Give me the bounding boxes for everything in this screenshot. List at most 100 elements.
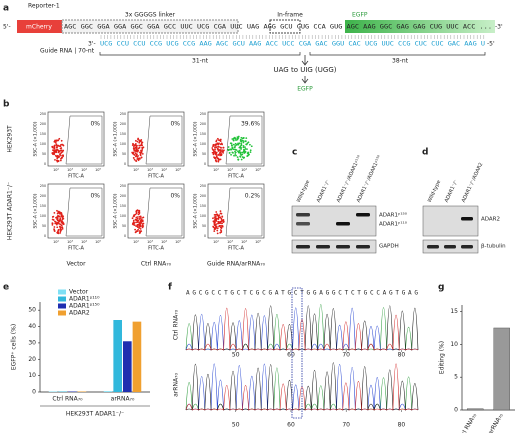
event-dot bbox=[238, 146, 241, 149]
y-tick-label: 40 bbox=[28, 323, 36, 330]
event-dot bbox=[56, 139, 58, 142]
event-dot bbox=[60, 154, 62, 157]
event-dot bbox=[142, 222, 145, 225]
event-dot bbox=[242, 140, 245, 142]
band-label: GAPDH bbox=[379, 244, 399, 250]
event-dot bbox=[241, 153, 244, 156]
event-dot bbox=[211, 147, 214, 149]
event-dot bbox=[57, 149, 59, 152]
event-dot bbox=[135, 149, 138, 152]
event-dot bbox=[135, 212, 138, 215]
event-dot bbox=[138, 230, 141, 232]
event-dot bbox=[230, 153, 232, 156]
band bbox=[356, 245, 370, 249]
event-dot bbox=[137, 147, 140, 150]
event-dot bbox=[56, 226, 59, 229]
base-pairs bbox=[100, 35, 484, 39]
event-dot bbox=[229, 148, 232, 151]
event-dot bbox=[53, 151, 56, 154]
strand-end: -3' bbox=[495, 24, 503, 31]
x-tick-label: 10⁴ bbox=[81, 168, 87, 172]
event-dot bbox=[134, 213, 137, 216]
y-axis-label: SSC-A (×1,000) bbox=[33, 193, 39, 228]
event-dot bbox=[53, 229, 56, 232]
panel-label: g bbox=[438, 283, 444, 293]
y-tick-label: 50 bbox=[42, 224, 46, 228]
event-dot bbox=[137, 149, 140, 152]
y-tick-label: 200 bbox=[200, 194, 206, 198]
event-dot bbox=[61, 156, 64, 159]
y-tick-label: 50 bbox=[122, 224, 126, 228]
strand-end: 5'- bbox=[3, 24, 11, 31]
event-dot bbox=[218, 222, 221, 225]
x-tick-label: 10⁵ bbox=[255, 240, 261, 244]
event-dot bbox=[51, 145, 54, 148]
x-tick-label: 10³ bbox=[227, 240, 233, 244]
event-dot bbox=[214, 159, 217, 162]
event-dot bbox=[218, 153, 221, 155]
gate bbox=[65, 115, 103, 165]
event-dot bbox=[215, 211, 218, 213]
event-dot bbox=[139, 215, 142, 218]
event-dot bbox=[139, 217, 142, 220]
column-label: Vector bbox=[66, 261, 86, 268]
event-dot bbox=[51, 224, 54, 226]
flow-plot: SSC-A (×1,000) FITC-A 10² 10³ 10⁴ 10⁵ 0 50 100 15… bbox=[193, 111, 265, 180]
event-dot bbox=[234, 151, 237, 154]
y-tick-label: 200 bbox=[40, 194, 46, 198]
event-dot bbox=[215, 140, 218, 143]
event-dot bbox=[219, 220, 222, 223]
event-dot bbox=[138, 225, 141, 227]
event-dot bbox=[134, 152, 137, 155]
highlight-box bbox=[291, 287, 303, 419]
x-tick-label: 10⁴ bbox=[241, 240, 247, 244]
event-dot bbox=[237, 143, 240, 145]
event-dot bbox=[215, 155, 218, 158]
event-dot bbox=[234, 153, 237, 155]
event-dot bbox=[136, 153, 138, 156]
x-axis-label: FITC-A bbox=[68, 246, 84, 252]
event-dot bbox=[242, 150, 245, 153]
event-dot bbox=[219, 210, 222, 213]
event-dot bbox=[249, 151, 252, 154]
row-label: arRNA₇₀ bbox=[173, 373, 180, 397]
event-dot bbox=[136, 217, 139, 220]
event-dot bbox=[134, 228, 137, 231]
event-dot bbox=[233, 154, 235, 157]
event-dot bbox=[142, 225, 145, 227]
event-dot bbox=[212, 217, 214, 220]
event-dot bbox=[219, 158, 222, 161]
y-tick-label: 100 bbox=[40, 214, 46, 218]
event-dot bbox=[137, 216, 139, 218]
event-dot bbox=[216, 137, 219, 140]
gate bbox=[65, 187, 103, 237]
x-axis-label: FITC-A bbox=[68, 174, 84, 180]
y-axis-label: EGFP⁺ cells (%) bbox=[11, 324, 18, 370]
lane-label: Wild-type bbox=[427, 179, 442, 203]
event-dot bbox=[55, 146, 58, 149]
event-dot bbox=[228, 152, 231, 154]
event-dot bbox=[138, 211, 141, 214]
band bbox=[296, 213, 310, 217]
band bbox=[296, 245, 310, 249]
event-dot bbox=[136, 144, 138, 147]
event-dot bbox=[135, 216, 138, 219]
mcherry-box bbox=[17, 20, 62, 33]
row-label: HEK293T ADAR1⁻/⁻ bbox=[7, 182, 14, 240]
gate-percent: 0% bbox=[170, 121, 180, 128]
event-dot bbox=[134, 231, 137, 234]
event-dot bbox=[134, 139, 137, 142]
event-dot bbox=[132, 157, 135, 159]
x-tick-label: Ctrl RNA₇₀ bbox=[457, 412, 478, 433]
reporter-label: Reporter-1 bbox=[28, 3, 60, 10]
event-dot bbox=[137, 223, 140, 226]
reporter-sequence: AGC GGC GGA GGA GGC GGA GCC UUC UCG CGA … bbox=[64, 24, 492, 31]
x-tick-label: 10³ bbox=[67, 240, 73, 244]
event-dot bbox=[58, 137, 61, 140]
inframe-label: In-frame bbox=[277, 12, 303, 19]
event-dot bbox=[141, 144, 144, 147]
event-dot bbox=[139, 153, 142, 156]
event-dot bbox=[55, 216, 57, 219]
event-dot bbox=[59, 159, 62, 162]
gate-percent: 0% bbox=[90, 193, 100, 200]
